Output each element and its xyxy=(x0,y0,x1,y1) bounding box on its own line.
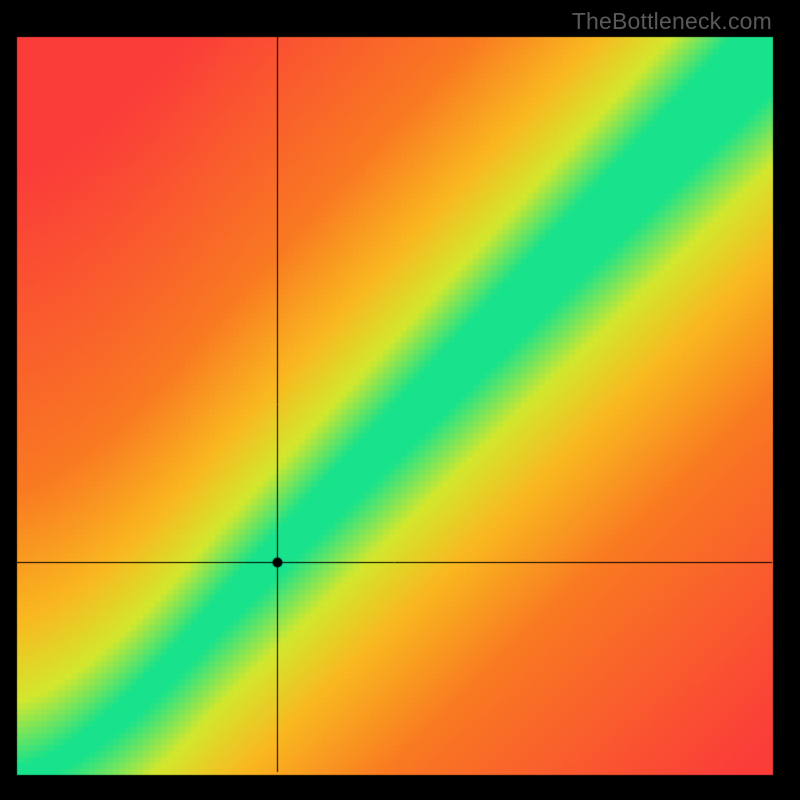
chart-container: { "watermark": "TheBottleneck.com", "cha… xyxy=(0,0,800,800)
watermark-text: TheBottleneck.com xyxy=(572,8,772,35)
bottleneck-heatmap xyxy=(0,0,800,800)
